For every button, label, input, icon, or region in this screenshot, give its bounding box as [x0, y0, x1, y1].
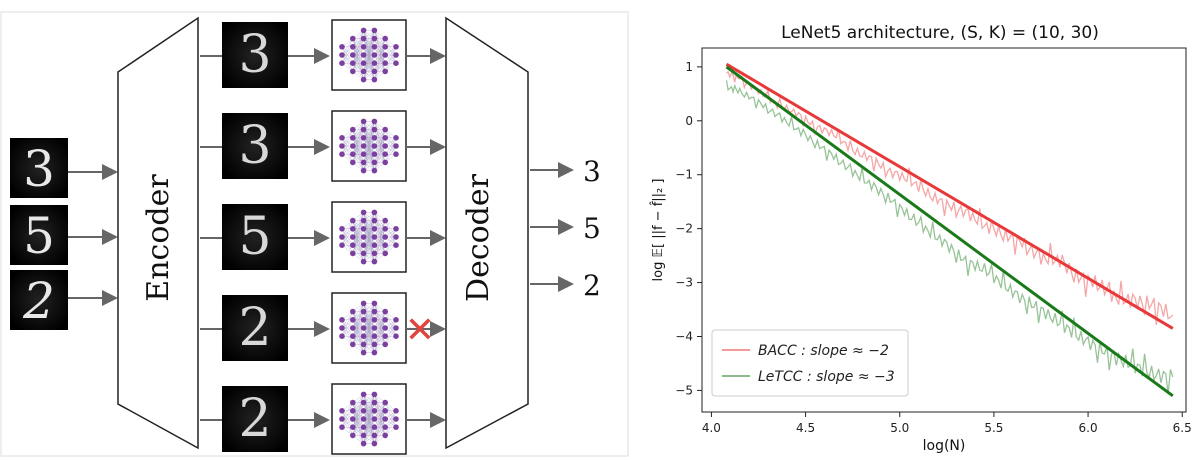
neural-network-icon	[331, 110, 407, 182]
coded-digit-label: 2	[238, 389, 271, 449]
worker-row: 2 ✕	[200, 292, 446, 364]
series-noisy-line	[725, 80, 1174, 395]
y-tick-label: −5	[675, 383, 693, 397]
legend-entry: LeTCC : slope ≈ −3	[758, 369, 895, 385]
y-tick-label: −1	[675, 168, 693, 182]
coded-digit-label: 3	[238, 25, 271, 85]
legend-entry: BACC : slope ≈ −2	[758, 343, 889, 359]
worker-row: 3	[200, 110, 446, 182]
coded-digit-image: 3	[222, 113, 288, 179]
x-tick-label: 4.0	[702, 421, 721, 435]
series-fit-line	[725, 62, 1174, 330]
chart-title: LeNet5 architecture, (S, K) = (10, 30)	[781, 23, 1099, 43]
coded-digit-label: 2	[238, 298, 271, 358]
failure-x-icon: ✕	[405, 310, 435, 351]
y-tick-label: −3	[675, 276, 693, 290]
output-label: 5	[583, 212, 601, 245]
input-digit-image: 3	[10, 138, 68, 198]
input-digit-label: 2	[22, 272, 55, 330]
chart-series	[725, 62, 1174, 398]
coded-digit-label: 3	[238, 116, 271, 176]
neural-network-icon	[331, 19, 407, 91]
worker-row: 5	[200, 201, 446, 273]
y-tick-label: −4	[675, 330, 693, 344]
output-arrows	[530, 162, 574, 292]
coded-digit-label: 5	[238, 207, 271, 267]
encoder-block: Encoder	[117, 16, 199, 450]
coded-digit-image: 2	[222, 386, 288, 452]
chart-legend: BACC : slope ≈ −2 LeTCC : slope ≈ −3	[711, 329, 909, 397]
series-fit-line	[725, 65, 1174, 398]
x-axis-ticks: 4.0 4.5 5.0 5.5 6.0 6.5	[702, 412, 1192, 435]
x-tick-label: 5.5	[984, 421, 1003, 435]
worker-row: 2	[200, 383, 446, 455]
encoder-label: Encoder	[141, 174, 176, 302]
x-tick-label: 6.0	[1079, 421, 1098, 435]
y-axis-ticks: 1 0 −1 −2 −3 −4 −5	[675, 60, 702, 397]
neural-network-icon	[331, 201, 407, 273]
input-digit-label: 3	[23, 140, 55, 198]
neural-network-icon	[331, 383, 407, 455]
y-tick-label: 0	[685, 114, 693, 128]
slope-chart: LeNet5 architecture, (S, K) = (10, 30) 1…	[651, 23, 1192, 454]
coded-digit-image: 5	[222, 204, 288, 270]
decoder-block: Decoder	[445, 16, 529, 450]
output-label: 2	[583, 269, 601, 302]
input-arrows	[68, 164, 118, 306]
x-tick-label: 4.5	[796, 421, 815, 435]
coded-digit-image: 3	[222, 22, 288, 88]
y-tick-label: −2	[675, 222, 693, 236]
output-label: 3	[583, 155, 601, 188]
decoder-label: Decoder	[461, 173, 496, 302]
y-tick-label: 1	[685, 60, 693, 74]
coded-digit-image: 2	[222, 295, 288, 361]
input-digit-image: 5	[10, 205, 68, 265]
series-noisy-line	[726, 70, 1174, 326]
input-digit-image: 2	[10, 270, 68, 330]
neural-network-icon	[331, 292, 407, 364]
x-tick-label: 5.0	[890, 421, 909, 435]
input-digits: 3 5 2	[10, 138, 68, 330]
y-axis-label: log 𝔼[ ||f − f̂||₂ ]	[651, 179, 666, 282]
x-axis-label: log(N)	[923, 438, 966, 454]
input-digit-label: 5	[23, 207, 55, 265]
worker-row: 3	[200, 19, 446, 91]
x-tick-label: 6.5	[1173, 421, 1192, 435]
